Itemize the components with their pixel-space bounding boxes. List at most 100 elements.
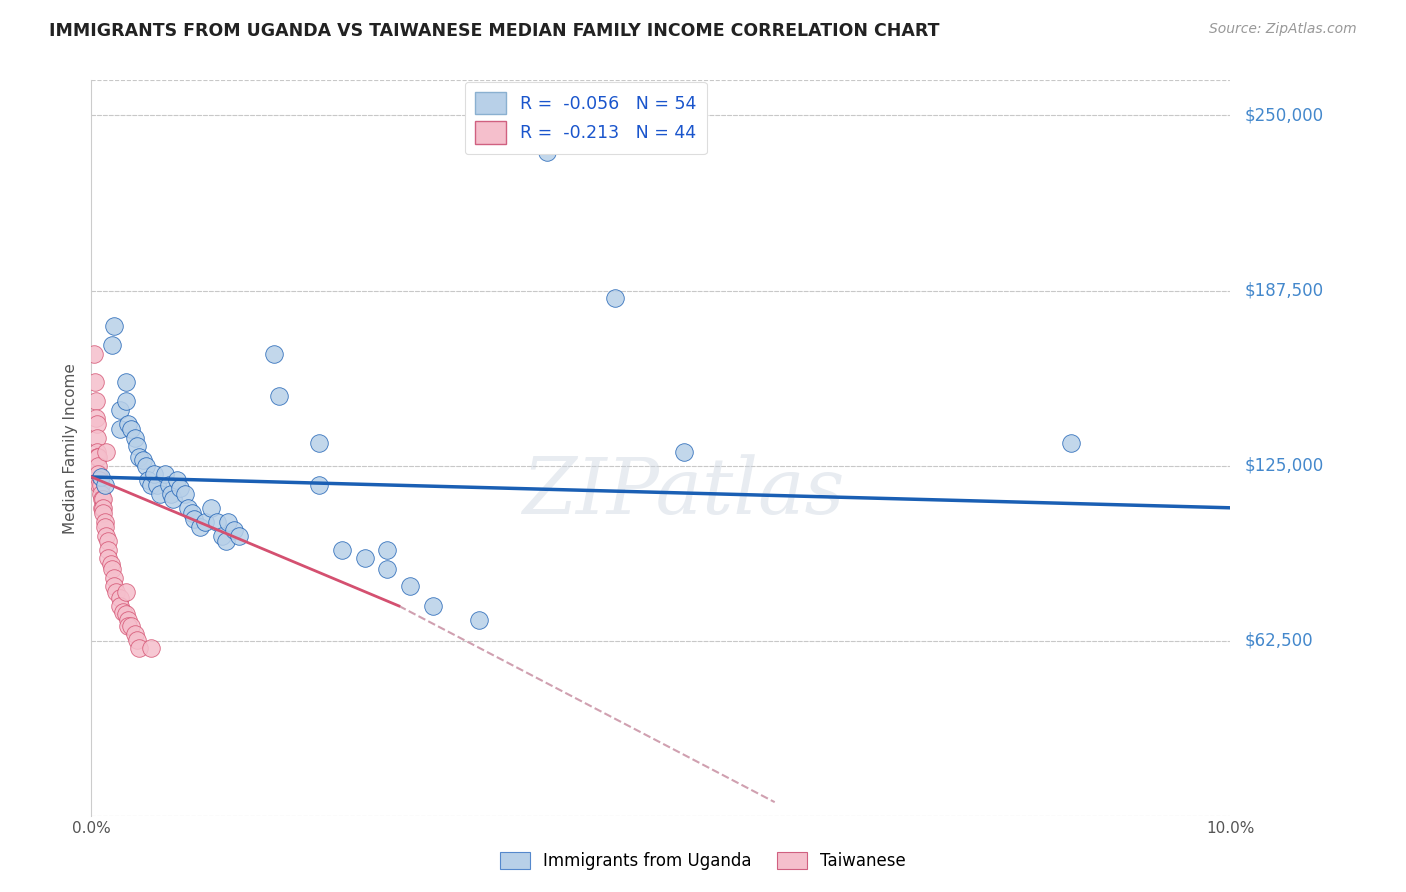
Text: $187,500: $187,500 — [1244, 282, 1323, 300]
Point — [162, 492, 184, 507]
Point — [112, 605, 135, 619]
Point — [353, 551, 375, 566]
Point — [180, 507, 202, 521]
Point — [103, 579, 125, 593]
Legend: Immigrants from Uganda, Taiwanese: Immigrants from Uganda, Taiwanese — [494, 845, 912, 877]
Point — [125, 632, 148, 647]
Text: ZIPatlas: ZIPatlas — [523, 454, 845, 531]
Point — [149, 487, 172, 501]
Point — [211, 529, 233, 543]
Point — [139, 640, 162, 655]
Point — [97, 534, 120, 549]
Point — [377, 562, 399, 576]
Point — [399, 579, 422, 593]
Point — [87, 467, 110, 482]
Point — [330, 542, 353, 557]
Point — [84, 394, 107, 409]
Point — [308, 478, 330, 492]
Point — [200, 500, 222, 515]
Point — [157, 478, 180, 492]
Point — [205, 515, 228, 529]
Text: $250,000: $250,000 — [1244, 106, 1323, 124]
Point — [215, 534, 238, 549]
Point — [86, 417, 108, 431]
Point — [87, 450, 110, 465]
Point — [135, 458, 157, 473]
Point — [103, 571, 125, 585]
Point — [120, 422, 142, 436]
Point — [114, 394, 136, 409]
Point — [89, 487, 111, 501]
Point — [114, 607, 136, 622]
Point — [97, 551, 120, 566]
Point — [605, 291, 627, 305]
Point — [138, 473, 160, 487]
Point — [94, 520, 117, 534]
Text: $62,500: $62,500 — [1244, 632, 1313, 650]
Point — [124, 431, 146, 445]
Point — [228, 529, 250, 543]
Point — [139, 478, 162, 492]
Point — [101, 338, 124, 352]
Point — [146, 478, 169, 492]
Point — [86, 431, 108, 445]
Point — [155, 467, 177, 482]
Point — [269, 389, 291, 403]
Point — [117, 618, 139, 632]
Point — [114, 585, 136, 599]
Point — [86, 450, 108, 465]
Point — [83, 346, 105, 360]
Point — [83, 375, 105, 389]
Point — [160, 487, 183, 501]
Legend: R =  -0.056   N = 54, R =  -0.213   N = 44: R = -0.056 N = 54, R = -0.213 N = 44 — [464, 81, 707, 154]
Point — [131, 453, 153, 467]
Point — [94, 478, 117, 492]
Point — [183, 512, 205, 526]
Point — [91, 507, 114, 521]
Point — [108, 402, 131, 417]
Point — [105, 585, 128, 599]
Point — [89, 478, 111, 492]
Point — [143, 467, 166, 482]
Point — [108, 422, 131, 436]
Point — [91, 500, 114, 515]
Point — [173, 487, 195, 501]
Point — [108, 599, 131, 613]
Point — [1060, 436, 1083, 450]
Point — [94, 515, 117, 529]
Point — [188, 520, 211, 534]
Point — [114, 375, 136, 389]
Point — [91, 492, 114, 507]
Point — [377, 542, 399, 557]
Point — [117, 613, 139, 627]
Point — [672, 444, 695, 458]
Point — [422, 599, 444, 613]
Point — [177, 500, 200, 515]
Point — [194, 515, 217, 529]
Point — [89, 478, 111, 492]
Point — [467, 613, 489, 627]
Point — [89, 470, 111, 484]
Point — [96, 444, 118, 458]
Point — [90, 500, 112, 515]
Text: Source: ZipAtlas.com: Source: ZipAtlas.com — [1209, 22, 1357, 37]
Point — [128, 450, 150, 465]
Point — [108, 591, 131, 605]
Point — [100, 557, 122, 571]
Point — [124, 627, 146, 641]
Point — [97, 542, 120, 557]
Point — [308, 436, 330, 450]
Point — [125, 439, 148, 453]
Point — [166, 473, 188, 487]
Point — [263, 346, 285, 360]
Point — [96, 529, 118, 543]
Point — [117, 417, 139, 431]
Point — [90, 492, 112, 507]
Point — [217, 515, 239, 529]
Point — [101, 562, 124, 576]
Text: $125,000: $125,000 — [1244, 457, 1323, 475]
Point — [222, 523, 245, 537]
Point — [120, 618, 142, 632]
Point — [89, 473, 111, 487]
Point — [169, 481, 191, 495]
